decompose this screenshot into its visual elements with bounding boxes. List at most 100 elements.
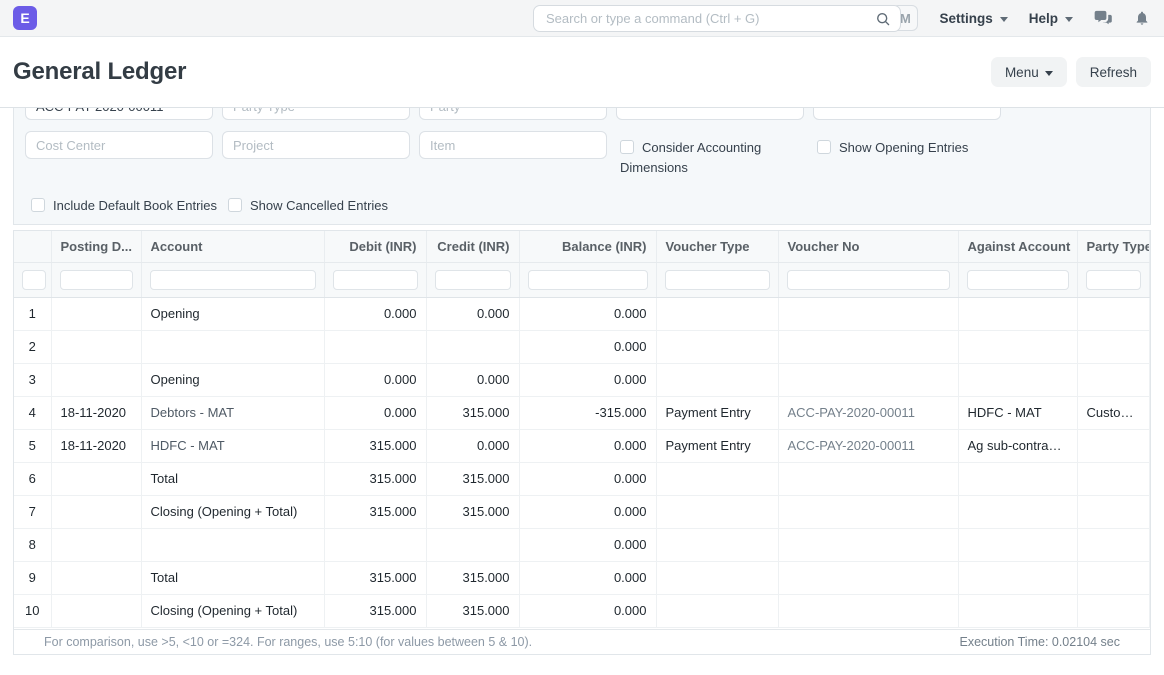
cell-debit: 0.000: [324, 396, 427, 430]
col-account[interactable]: Account: [141, 231, 325, 263]
app-logo[interactable]: E: [13, 6, 37, 30]
cell-voucher-no-link[interactable]: ACC-PAY-2020-00011: [778, 396, 959, 430]
cell-voucher-type: [656, 330, 779, 364]
navbar-right: M Settings Help: [892, 5, 1154, 31]
checkbox-box[interactable]: [31, 198, 45, 212]
table-filter-row: [14, 262, 1150, 298]
cell-credit: 315.000: [426, 561, 520, 595]
table-row[interactable]: 1 Opening 0.000 0.000 0.000: [14, 297, 1150, 331]
chat-icon[interactable]: [1094, 10, 1113, 27]
include-default-book-entries-checkbox[interactable]: Include Default Book Entries: [31, 196, 291, 216]
help-label: Help: [1028, 10, 1058, 26]
table-row[interactable]: 3 Opening 0.000 0.000 0.000: [14, 363, 1150, 397]
cell-voucher-type: [656, 528, 779, 562]
cell-voucher-no: [778, 363, 959, 397]
menu-button[interactable]: Menu: [990, 57, 1067, 87]
cell-voucher-type: [656, 594, 779, 628]
cell-against-account: [958, 363, 1078, 397]
cell-index: 9: [14, 561, 52, 595]
table-row[interactable]: 8 0.000: [14, 528, 1150, 562]
cell-against-account: [958, 330, 1078, 364]
cell-account-link[interactable]: Debtors - MAT: [141, 396, 325, 430]
help-menu[interactable]: Help: [1029, 11, 1073, 26]
table-row[interactable]: 10 Closing (Opening + Total) 315.000 315…: [14, 594, 1150, 628]
account-column-filter[interactable]: [149, 269, 316, 290]
cell-voucher-no: [778, 594, 959, 628]
col-balance[interactable]: Balance (INR): [519, 231, 657, 263]
table-row[interactable]: 2 0.000: [14, 330, 1150, 364]
table-row[interactable]: 6 Total 315.000 315.000 0.000: [14, 462, 1150, 496]
col-posting-date[interactable]: Posting D...: [51, 231, 142, 263]
col-voucher-type[interactable]: Voucher Type: [656, 231, 779, 263]
consider-accounting-dimensions-checkbox[interactable]: Consider Accounting Dimensions: [620, 138, 782, 178]
debit-column-filter[interactable]: [332, 269, 418, 290]
cost-center-filter[interactable]: [25, 131, 213, 159]
cell-party-type: [1077, 363, 1150, 397]
filter-input-5[interactable]: [813, 108, 1001, 120]
global-search[interactable]: [533, 5, 901, 32]
settings-label: Settings: [939, 10, 993, 26]
avatar-letter: M: [900, 10, 911, 26]
against-account-column-filter[interactable]: [966, 269, 1069, 290]
cell-balance: 0.000: [519, 561, 657, 595]
table-row[interactable]: 5 18-11-2020 HDFC - MAT 315.000 0.000 0.…: [14, 429, 1150, 463]
cell-posting-date: [51, 594, 142, 628]
voucher-no-column-filter[interactable]: [786, 269, 950, 290]
cell-voucher-no: [778, 495, 959, 529]
cell-account: Total: [141, 462, 325, 496]
col-against-account[interactable]: Against Account: [958, 231, 1078, 263]
col-credit[interactable]: Credit (INR): [426, 231, 520, 263]
voucher-no-filter[interactable]: [25, 108, 213, 120]
posting-date-column-filter[interactable]: [59, 269, 133, 290]
cell-voucher-type: [656, 363, 779, 397]
cell-index: 5: [14, 429, 52, 463]
item-filter[interactable]: [419, 131, 607, 159]
party-filter[interactable]: [419, 108, 607, 120]
refresh-button[interactable]: Refresh: [1075, 57, 1151, 87]
index-column-filter[interactable]: [22, 269, 46, 290]
cell-party-type: [1077, 561, 1150, 595]
cell-posting-date: [51, 363, 142, 397]
show-cancelled-entries-checkbox[interactable]: Show Cancelled Entries: [228, 196, 488, 216]
cell-credit: 0.000: [426, 297, 520, 331]
cell-voucher-type: Payment Entry: [656, 396, 779, 430]
col-debit[interactable]: Debit (INR): [324, 231, 427, 263]
party-type-column-filter[interactable]: [1085, 269, 1141, 290]
cell-balance: 0.000: [519, 363, 657, 397]
col-voucher-no[interactable]: Voucher No: [778, 231, 959, 263]
party-type-filter[interactable]: [222, 108, 410, 120]
cell-account-link[interactable]: HDFC - MAT: [141, 429, 325, 463]
col-party-type[interactable]: Party Type: [1077, 231, 1150, 263]
cell-credit: 315.000: [426, 396, 520, 430]
cell-voucher-type: Payment Entry: [656, 429, 779, 463]
voucher-type-column-filter[interactable]: [664, 269, 770, 290]
cell-debit: 315.000: [324, 462, 427, 496]
project-filter[interactable]: [222, 131, 410, 159]
checkbox-box[interactable]: [620, 140, 634, 154]
balance-column-filter[interactable]: [527, 269, 648, 290]
checkbox-box[interactable]: [228, 198, 242, 212]
page-actions: Menu Refresh: [990, 57, 1151, 87]
table-header-row: Posting D... Account Debit (INR) Credit …: [14, 231, 1150, 263]
credit-column-filter[interactable]: [434, 269, 511, 290]
show-opening-entries-checkbox[interactable]: Show Opening Entries: [817, 138, 1037, 158]
navbar: E M Settings Help: [0, 0, 1164, 37]
search-icon: [875, 11, 891, 27]
cell-credit: [426, 330, 520, 364]
search-input[interactable]: [544, 10, 875, 27]
chevron-down-icon: [1044, 70, 1053, 76]
cell-posting-date: 18-11-2020: [51, 396, 142, 430]
notifications-bell-icon[interactable]: [1134, 9, 1150, 27]
cell-debit: 315.000: [324, 495, 427, 529]
cell-party-type: [1077, 528, 1150, 562]
filter-input-4[interactable]: [616, 108, 804, 120]
checkbox-box[interactable]: [817, 140, 831, 154]
filter-row-2: [25, 131, 607, 159]
table-row[interactable]: 4 18-11-2020 Debtors - MAT 0.000 315.000…: [14, 396, 1150, 430]
cell-voucher-no-link[interactable]: ACC-PAY-2020-00011: [778, 429, 959, 463]
table-row[interactable]: 9 Total 315.000 315.000 0.000: [14, 561, 1150, 595]
general-ledger-table: Posting D... Account Debit (INR) Credit …: [14, 231, 1150, 628]
settings-menu[interactable]: Settings: [939, 10, 1008, 26]
cell-party-type: [1077, 297, 1150, 331]
table-row[interactable]: 7 Closing (Opening + Total) 315.000 315.…: [14, 495, 1150, 529]
